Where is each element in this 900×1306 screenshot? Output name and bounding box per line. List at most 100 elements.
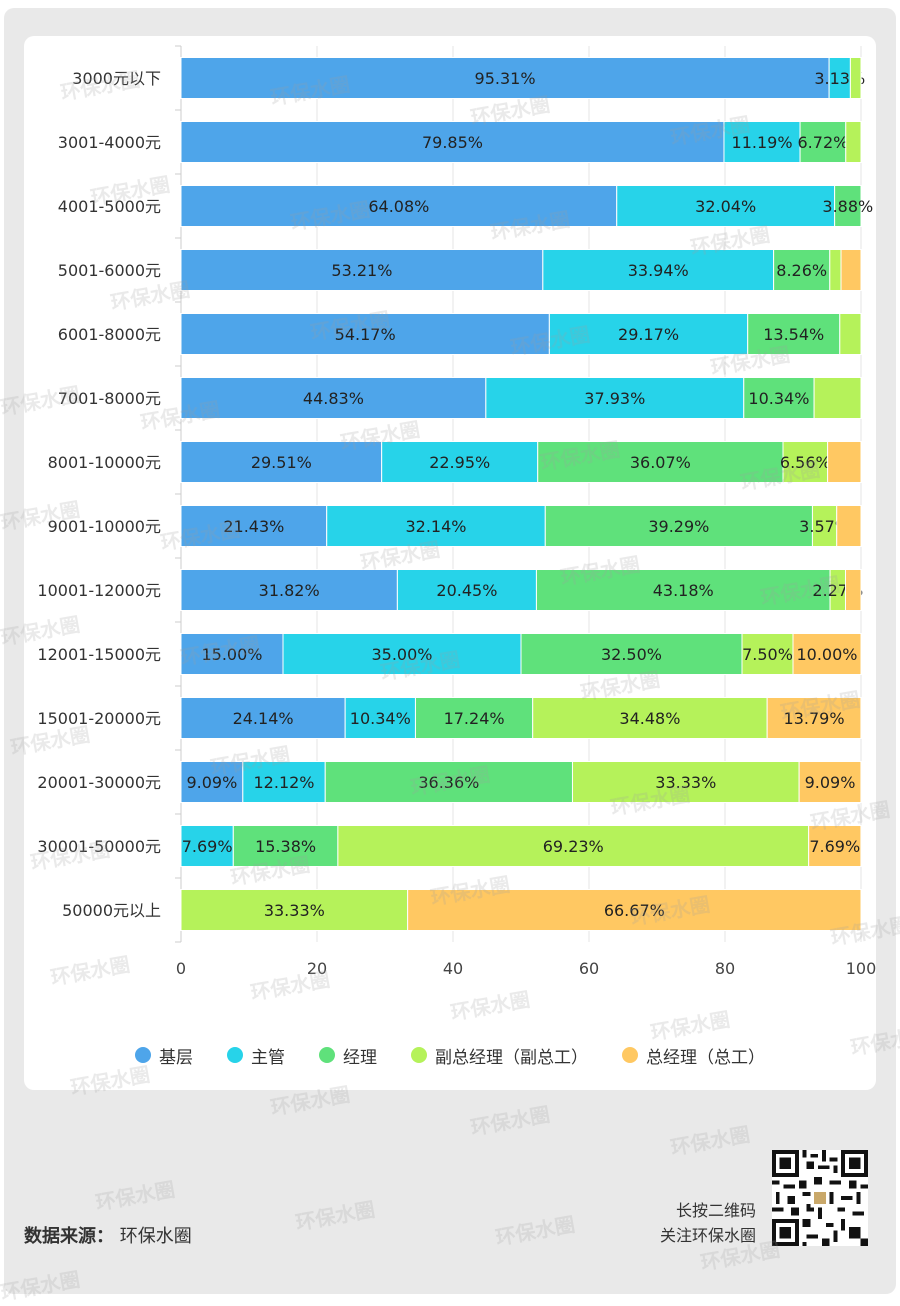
bar-segment (180, 377, 487, 419)
data-label: 9.09% (805, 773, 856, 792)
y-tick-label: 15001-20000元 (37, 709, 161, 728)
bar-segment (180, 633, 284, 675)
bar-segment (180, 569, 398, 611)
data-label: 7.69% (182, 837, 233, 856)
legend-dot-icon (135, 1047, 151, 1063)
data-label: 29.51% (251, 453, 312, 472)
qr-caption-line1: 长按二维码 (675, 1201, 756, 1220)
y-tick-label: 20001-30000元 (37, 773, 161, 792)
bar-segment (180, 441, 383, 483)
bar-segment (324, 761, 573, 803)
bar-segment (542, 249, 775, 291)
bar-segment (344, 697, 416, 739)
bar-segment (407, 889, 862, 931)
data-label: 66.67% (604, 901, 665, 920)
data-label: 11.19% (732, 133, 793, 152)
data-label: 10.34% (748, 389, 809, 408)
data-label: 37.93% (584, 389, 645, 408)
bar-segment (766, 697, 862, 739)
bar-segment (337, 825, 810, 867)
y-tick-label: 6001-8000元 (58, 325, 161, 344)
bar-segment (381, 441, 539, 483)
data-label: 13.54% (763, 325, 824, 344)
data-label: 15.00% (201, 645, 262, 664)
source-label: 数据来源： (24, 1226, 114, 1247)
x-tick-label: 0 (176, 959, 186, 978)
bar-segment (844, 569, 862, 611)
legend-item-fuzong[interactable]: 副总经理（副总工） (411, 1043, 588, 1068)
bar-segment (180, 249, 544, 291)
bar-segment (326, 505, 546, 547)
bar-segment (799, 121, 847, 163)
bar-segment (532, 697, 768, 739)
data-label: 8.26% (776, 261, 827, 280)
data-label: 31.82% (259, 581, 320, 600)
data-label: 44.83% (303, 389, 364, 408)
bar-segment (537, 441, 784, 483)
bar-segment (836, 505, 862, 547)
bar-segment (782, 441, 829, 483)
bar-segment (798, 761, 862, 803)
y-tick-label: 3000元以下 (72, 69, 161, 88)
legend-label: 经理 (343, 1047, 377, 1068)
y-tick-label: 7001-8000元 (58, 389, 161, 408)
y-tick-label: 8001-10000元 (48, 453, 161, 472)
legend-item-jingli[interactable]: 经理 (319, 1043, 377, 1068)
data-label: 69.23% (543, 837, 604, 856)
bar-segment (829, 249, 842, 291)
bar-segment (845, 121, 862, 163)
y-tick-label: 9001-10000元 (48, 517, 161, 536)
legend-item-jiceng[interactable]: 基层 (135, 1043, 193, 1068)
qr-code-icon[interactable] (772, 1150, 868, 1246)
data-label: 3.88% (822, 197, 873, 216)
data-label: 6.56% (780, 453, 831, 472)
x-tick-label: 40 (443, 959, 463, 978)
bar-segment (180, 761, 244, 803)
bar-segment (839, 313, 862, 355)
data-label: 20.45% (436, 581, 497, 600)
bar-segment (743, 377, 815, 419)
data-label: 17.24% (444, 709, 505, 728)
data-label: 54.17% (335, 325, 396, 344)
data-label: 33.94% (628, 261, 689, 280)
bar-segment (834, 185, 862, 227)
data-label: 43.18% (653, 581, 714, 600)
chart-legend: 基层 主管 经理 副总经理（副总工） 总经理（总工） (0, 1040, 900, 1070)
bar-segment (232, 825, 339, 867)
legend-item-zhuguan[interactable]: 主管 (227, 1043, 285, 1068)
data-label: 53.21% (331, 261, 392, 280)
data-label: 7.50% (742, 645, 793, 664)
data-label: 95.31% (475, 69, 536, 88)
data-label: 33.33% (655, 773, 716, 792)
qr-caption: 长按二维码 关注环保水圈 (630, 1198, 756, 1248)
data-label: 13.79% (784, 709, 845, 728)
bar-segment (808, 825, 862, 867)
data-label: 36.36% (418, 773, 479, 792)
data-label: 10.34% (350, 709, 411, 728)
y-tick-label: 50000元以上 (62, 901, 161, 920)
data-label: 33.33% (264, 901, 325, 920)
bar-segment (827, 441, 862, 483)
data-label: 64.08% (368, 197, 429, 216)
bar-segment (180, 185, 618, 227)
bar-segment (180, 889, 409, 931)
x-tick-label: 100 (846, 959, 877, 978)
data-label: 32.14% (405, 517, 466, 536)
y-tick-label: 5001-6000元 (58, 261, 161, 280)
legend-label: 主管 (251, 1047, 285, 1068)
bar-segment (535, 569, 831, 611)
x-tick-label: 80 (715, 959, 735, 978)
bar-segment (741, 633, 794, 675)
bar-segment (180, 505, 328, 547)
data-label: 6.72% (798, 133, 849, 152)
bar-segment (548, 313, 749, 355)
legend-label: 副总经理（副总工） (435, 1047, 588, 1068)
data-label: 36.07% (630, 453, 691, 472)
legend-item-zongjingli[interactable]: 总经理（总工） (622, 1043, 765, 1068)
bar-segment (747, 313, 841, 355)
y-tick-label: 3001-4000元 (58, 133, 161, 152)
data-label: 22.95% (429, 453, 490, 472)
legend-dot-icon (227, 1047, 243, 1063)
data-label: 32.50% (601, 645, 662, 664)
data-label: 21.43% (223, 517, 284, 536)
